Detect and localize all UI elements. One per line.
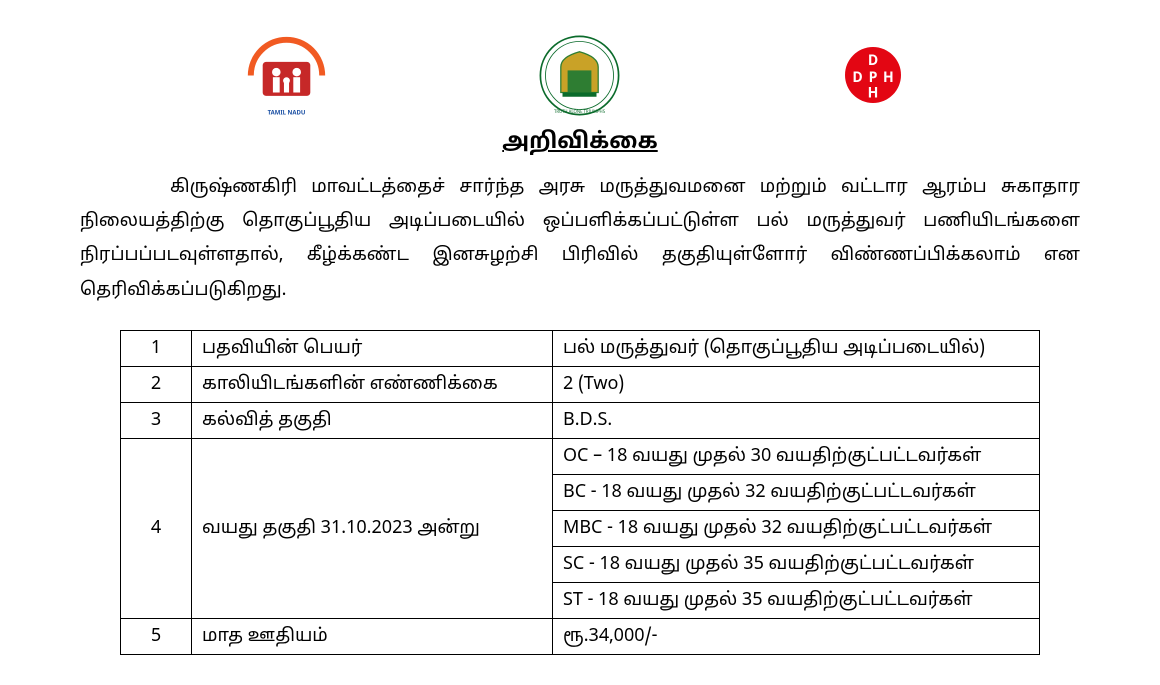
tn-govt-emblem: TRUTH ALONE TRIUMPHS bbox=[535, 30, 625, 120]
row-value: பல் மருத்துவர் (தொகுப்பூதிய அடிப்படையில்… bbox=[553, 330, 1040, 366]
row-number: 1 bbox=[121, 330, 192, 366]
row-number: 4 bbox=[121, 438, 192, 618]
row-label: கல்வித் தகுதி bbox=[192, 402, 553, 438]
svg-text:H: H bbox=[868, 86, 879, 103]
row-label: மாத ஊதியம் bbox=[192, 618, 553, 654]
row-value: ST - 18 வயது முதல் 35 வயதிற்குட்பட்டவர்க… bbox=[553, 582, 1040, 618]
svg-text:P: P bbox=[869, 71, 878, 88]
table-row: 4 வயது தகுதி 31.10.2023 அன்று OC – 18 வய… bbox=[121, 438, 1040, 474]
nhm-logo: TAMIL NADU bbox=[242, 30, 332, 120]
svg-text:H: H bbox=[883, 71, 894, 88]
logo-row: TAMIL NADU TRUTH ALONE TRIUMPHS D D P H … bbox=[80, 30, 1080, 120]
row-value: SC - 18 வயது முதல் 35 வயதிற்குட்பட்டவர்க… bbox=[553, 546, 1040, 582]
row-number: 3 bbox=[121, 402, 192, 438]
row-number: 2 bbox=[121, 366, 192, 402]
row-value: ரூ.34,000/- bbox=[553, 618, 1040, 654]
row-number: 5 bbox=[121, 618, 192, 654]
details-table: 1 பதவியின் பெயர் பல் மருத்துவர் (தொகுப்ப… bbox=[120, 330, 1040, 655]
svg-text:D: D bbox=[853, 71, 863, 88]
notice-paragraph: கிருஷ்ணகிரி மாவட்டத்தைச் சார்ந்த அரசு மர… bbox=[80, 171, 1080, 308]
row-label: பதவியின் பெயர் bbox=[192, 330, 553, 366]
svg-text:TRUTH ALONE TRIUMPHS: TRUTH ALONE TRIUMPHS bbox=[554, 108, 606, 114]
row-value: OC – 18 வயது முதல் 30 வயதிற்குட்பட்டவர்க… bbox=[553, 438, 1040, 474]
row-label: வயது தகுதி 31.10.2023 அன்று bbox=[192, 438, 553, 618]
table-row: 5 மாத ஊதியம் ரூ.34,000/- bbox=[121, 618, 1040, 654]
row-label: காலியிடங்களின் எண்ணிக்கை bbox=[192, 366, 553, 402]
row-value: B.D.S. bbox=[553, 402, 1040, 438]
svg-text:TAMIL NADU: TAMIL NADU bbox=[268, 110, 306, 117]
table-row: 3 கல்வித் தகுதி B.D.S. bbox=[121, 402, 1040, 438]
svg-text:D: D bbox=[868, 54, 878, 71]
table-row: 1 பதவியின் பெயர் பல் மருத்துவர் (தொகுப்ப… bbox=[121, 330, 1040, 366]
row-value: 2 (Two) bbox=[553, 366, 1040, 402]
table-row: 2 காலியிடங்களின் எண்ணிக்கை 2 (Two) bbox=[121, 366, 1040, 402]
row-value: BC - 18 வயது முதல் 32 வயதிற்குட்பட்டவர்க… bbox=[553, 474, 1040, 510]
dph-logo: D D P H H bbox=[828, 30, 918, 120]
notice-title: அறிவிக்கை bbox=[80, 130, 1080, 157]
row-value: MBC - 18 வயது முதல் 32 வயதிற்குட்பட்டவர்… bbox=[553, 510, 1040, 546]
